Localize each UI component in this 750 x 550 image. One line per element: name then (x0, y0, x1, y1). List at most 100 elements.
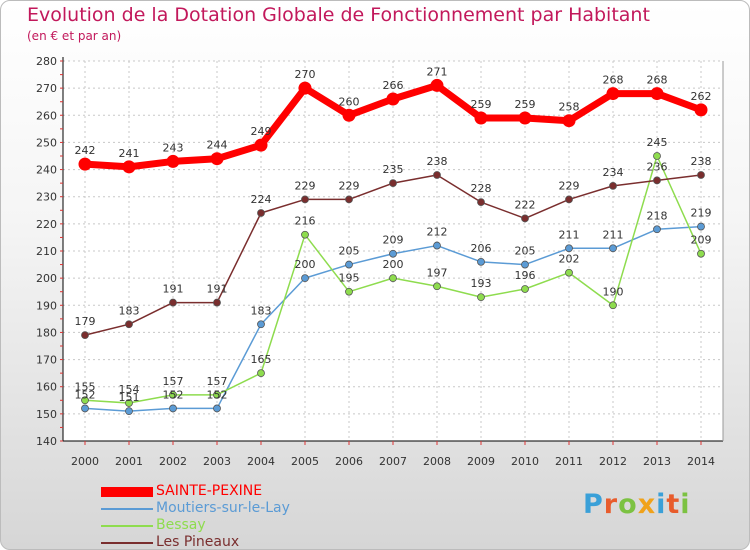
data-point (653, 152, 661, 160)
data-label: 212 (427, 226, 448, 239)
data-label: 262 (691, 90, 712, 103)
data-label: 224 (251, 193, 272, 206)
data-label: 270 (295, 68, 316, 81)
x-tick-label: 2004 (247, 455, 275, 468)
logo-letter: i (680, 489, 691, 520)
data-point (81, 331, 89, 340)
data-label: 238 (691, 155, 712, 168)
data-label: 229 (295, 179, 316, 192)
legend-label: SAINTE-PEXINE (156, 483, 263, 499)
y-tick-label: 210 (36, 245, 57, 258)
data-label: 229 (339, 179, 360, 192)
data-label: 205 (515, 245, 536, 258)
data-point (433, 282, 441, 291)
x-tick-label: 2010 (511, 455, 539, 468)
data-point (386, 92, 400, 106)
x-tick-label: 2000 (71, 455, 99, 468)
y-tick-label: 270 (36, 82, 57, 95)
data-label: 235 (383, 163, 404, 176)
data-point (81, 396, 89, 405)
legend-swatch (101, 508, 153, 510)
data-label: 260 (339, 95, 360, 108)
data-point (81, 404, 89, 413)
logo-letter: o (618, 489, 638, 520)
y-tick-label: 250 (36, 136, 57, 149)
data-point (257, 320, 265, 329)
data-label: 155 (75, 380, 96, 393)
chart-subtitle: (en € et par an) (27, 29, 122, 43)
data-label: 152 (207, 388, 228, 401)
data-point (430, 78, 444, 92)
x-tick-label: 2006 (335, 455, 363, 468)
y-tick-label: 150 (36, 408, 57, 421)
data-label: 197 (427, 266, 448, 279)
data-point (694, 103, 708, 117)
data-point (518, 111, 532, 125)
data-point (345, 195, 353, 204)
data-label: 241 (119, 147, 140, 160)
x-tick-label: 2002 (159, 455, 187, 468)
x-tick-label: 2011 (555, 455, 583, 468)
data-point (210, 152, 224, 166)
logo-letter: P (583, 489, 604, 520)
data-point (301, 195, 309, 204)
data-point (254, 138, 268, 152)
data-label: 183 (119, 304, 140, 317)
y-tick-label: 140 (36, 435, 57, 448)
data-label: 152 (75, 388, 96, 401)
data-label: 219 (691, 207, 712, 220)
data-point (345, 287, 353, 296)
data-label: 209 (691, 234, 712, 247)
legend-swatch (101, 542, 153, 544)
logo-letter: x (637, 489, 657, 520)
chart-title: Evolution de la Dotation Globale de Fonc… (27, 4, 650, 26)
data-label: 191 (207, 283, 228, 296)
data-point (213, 404, 221, 413)
data-label: 211 (559, 228, 580, 241)
data-point (477, 198, 485, 207)
data-label: 191 (163, 283, 184, 296)
data-label: 200 (383, 258, 404, 271)
data-point (122, 160, 136, 174)
data-point (433, 171, 441, 179)
data-point (697, 222, 705, 231)
data-point (697, 171, 705, 179)
data-point (521, 285, 529, 293)
y-tick-label: 180 (36, 326, 57, 339)
data-label: 268 (647, 74, 668, 87)
data-point (301, 274, 309, 283)
data-label: 202 (559, 253, 580, 266)
data-label: 152 (163, 388, 184, 401)
data-label: 266 (383, 79, 404, 92)
data-point (521, 260, 529, 269)
y-tick-label: 220 (36, 218, 57, 231)
x-tick-label: 2003 (203, 455, 231, 468)
x-tick-label: 2013 (643, 455, 671, 468)
data-point (562, 114, 576, 128)
data-point (565, 268, 573, 277)
data-point (653, 176, 661, 185)
legend-swatch (101, 525, 153, 527)
data-label: 179 (75, 315, 96, 328)
data-label: 249 (251, 125, 272, 138)
data-point (125, 320, 133, 329)
data-label: 228 (471, 182, 492, 195)
data-label: 193 (471, 277, 492, 290)
y-tick-label: 200 (36, 272, 57, 285)
data-label: 259 (471, 98, 492, 111)
logo-letter: t (666, 489, 681, 520)
data-point (389, 249, 397, 258)
y-tick-label: 170 (36, 354, 57, 367)
data-label: 211 (603, 228, 624, 241)
y-tick-label: 230 (36, 191, 57, 204)
data-label: 236 (647, 160, 668, 173)
x-tick-label: 2007 (379, 455, 407, 468)
data-label: 183 (251, 304, 272, 317)
data-label: 229 (559, 179, 580, 192)
y-tick-label: 160 (36, 381, 57, 394)
y-tick-label: 190 (36, 299, 57, 312)
data-point (389, 179, 397, 188)
data-point (257, 369, 265, 378)
